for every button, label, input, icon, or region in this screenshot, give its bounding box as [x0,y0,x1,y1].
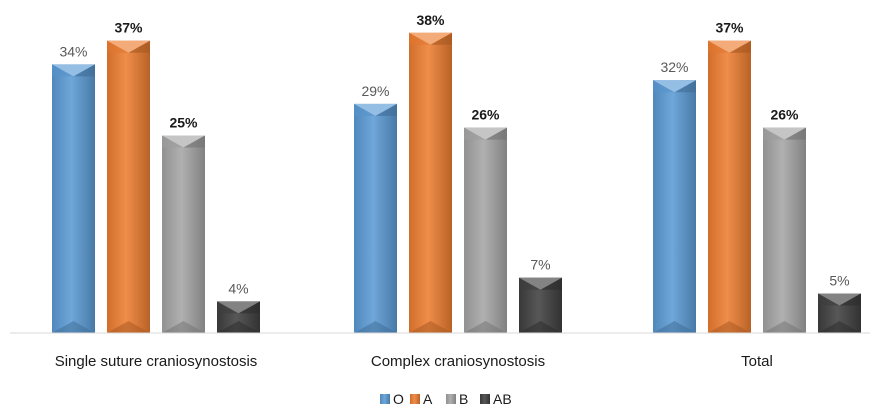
category-label-0: Single suture craniosynostosis [55,353,258,370]
bar-o-0 [52,64,95,334]
value-label-b-0: 25% [169,115,198,131]
value-label-o-2: 32% [660,59,688,75]
value-label-o-0: 34% [59,43,87,59]
legend-label-o: O [393,391,404,407]
legend: O A B AB [380,391,512,407]
bar-b-2 [763,127,806,333]
bar-b-0 [162,135,205,333]
value-label-b-2: 26% [770,107,799,123]
value-label-o-1: 29% [361,83,389,99]
value-label-ab-2: 5% [829,273,849,289]
legend-label-b: B [459,391,468,407]
value-label-a-2: 37% [715,20,744,36]
bar-ab-2 [818,293,861,333]
bar-b-1 [464,127,507,333]
legend-label-a: A [423,391,433,407]
category-label-1: Complex craniosynostosis [371,353,545,370]
value-label-ab-1: 7% [530,257,550,273]
legend-label-ab: AB [493,391,512,407]
legend-item-b: B [446,391,468,407]
legend-swatch-a [410,394,420,404]
bars-layer [52,32,861,334]
value-label-a-1: 38% [416,12,445,28]
legend-swatch-b [446,394,456,404]
bar-ab-0 [217,301,260,333]
legend-item-o: O [380,391,404,407]
bar-a-0 [107,40,150,333]
value-label-ab-0: 4% [228,280,248,296]
legend-item-ab: AB [480,391,512,407]
legend-swatch-ab [480,394,490,404]
bar-o-1 [354,103,397,334]
labels-layer: 34% 37% 25% 4% Single suture craniosynostosi… [55,12,850,370]
value-label-b-1: 26% [471,107,500,123]
legend-item-a: A [410,391,433,407]
legend-swatch-o [380,394,390,404]
bar-a-2 [708,40,751,333]
bar-a-1 [409,32,452,334]
category-label-2: Total [741,353,773,370]
value-label-a-0: 37% [114,20,143,36]
bar-o-2 [653,80,696,333]
bar-ab-1 [519,277,562,333]
